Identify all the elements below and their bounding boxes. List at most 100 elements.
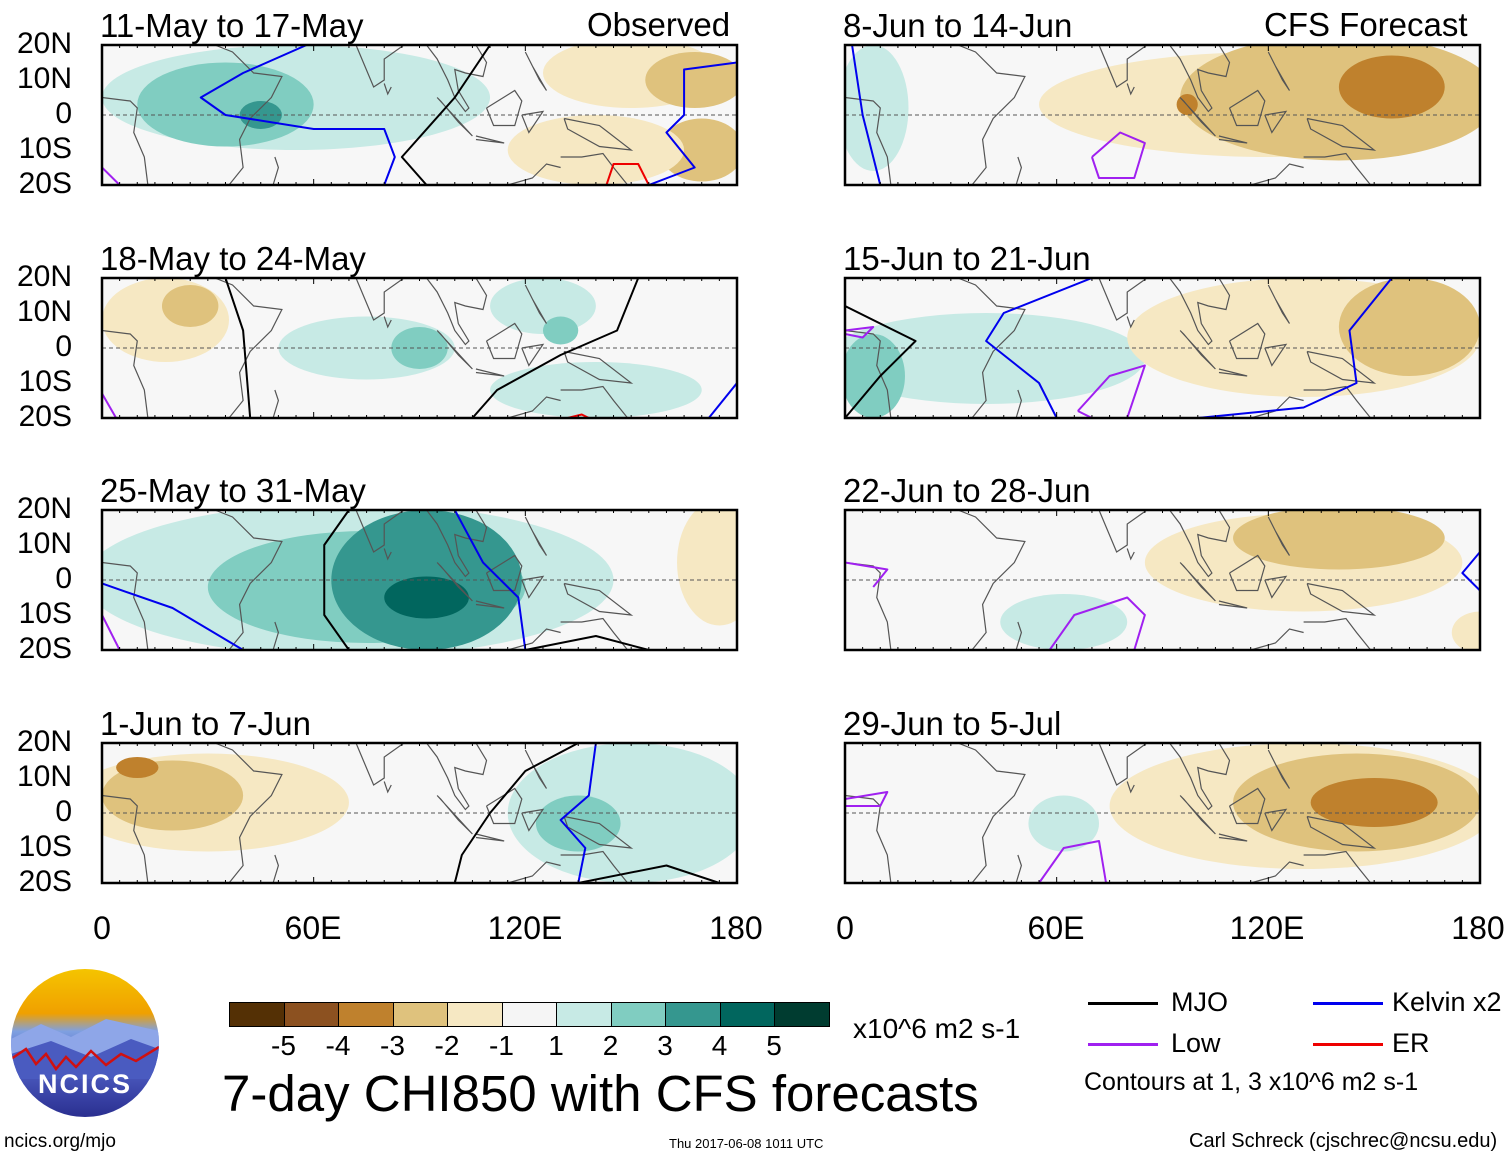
author-credit: Carl Schreck (cjschrec@ncsu.edu) xyxy=(1189,1130,1498,1152)
coastline xyxy=(1303,850,1372,883)
colorbar-units: x10^6 m2 s-1 xyxy=(853,1013,1021,1044)
coastline xyxy=(383,316,392,329)
mjo-contour xyxy=(224,278,252,418)
coastline xyxy=(957,45,1026,185)
colorbar-tick-label: 1 xyxy=(548,1030,564,1061)
coastline xyxy=(485,787,523,825)
coastline xyxy=(485,89,523,127)
coastline xyxy=(102,329,149,418)
anomaly-shading-negative xyxy=(1233,510,1445,570)
coastline xyxy=(102,561,149,650)
coastline xyxy=(1179,562,1216,602)
coastline xyxy=(1264,110,1288,134)
coastline xyxy=(257,621,280,650)
y-tick-label: 20S xyxy=(18,167,72,200)
anomaly-shading-negative xyxy=(1338,278,1480,376)
map-panel xyxy=(100,508,739,652)
x-tick-left: 180 xyxy=(709,910,763,946)
coastline xyxy=(436,97,473,137)
map-svg xyxy=(100,276,739,420)
coastline xyxy=(485,554,523,592)
colorbar-swatch xyxy=(611,1003,666,1026)
low-contour xyxy=(1048,596,1146,650)
map-svg xyxy=(843,508,1482,652)
ncics-logo: NCICS xyxy=(11,969,159,1117)
coastline xyxy=(1046,278,1149,321)
colorbar-tick-label: 5 xyxy=(766,1030,782,1061)
coastline xyxy=(1179,330,1216,370)
coastline xyxy=(1228,322,1266,360)
coastline xyxy=(303,45,406,88)
footer-url[interactable]: ncics.org/mjo xyxy=(4,1131,116,1152)
coastline xyxy=(1218,833,1248,842)
coastline xyxy=(1303,385,1372,418)
coastline xyxy=(1126,781,1135,794)
low-contour xyxy=(845,561,889,588)
legend-mjo-line xyxy=(1088,1002,1158,1005)
y-tick-label: 0 xyxy=(55,562,72,595)
map-svg xyxy=(843,276,1482,420)
coastline xyxy=(560,152,629,185)
coastline xyxy=(1169,45,1231,113)
coastline xyxy=(1267,749,1291,789)
coastline xyxy=(1250,861,1304,883)
coastline xyxy=(1306,117,1377,151)
anomaly-shading-negative xyxy=(659,118,737,182)
panel-title: 15-Jun to 21-Jun xyxy=(843,240,1091,277)
mjo-contour xyxy=(525,635,650,650)
kelvin-contour xyxy=(453,510,527,650)
coastline xyxy=(257,389,280,418)
anomaly-shading-positive xyxy=(845,45,909,171)
coastline xyxy=(524,516,548,556)
anomaly-shading-negative xyxy=(116,757,159,778)
coastline xyxy=(1218,600,1248,609)
anomaly-shading-positive xyxy=(1028,795,1099,852)
legend-low-label: Low xyxy=(1171,1028,1221,1058)
coastline xyxy=(1126,316,1135,329)
kelvin-contour xyxy=(648,61,737,185)
y-tick-label: 20S xyxy=(18,400,72,433)
coastline xyxy=(1046,45,1149,88)
x-tick-right: 60E xyxy=(1027,910,1085,946)
colorbar-swatch xyxy=(502,1003,557,1026)
coastline xyxy=(214,278,283,418)
coastline xyxy=(1250,628,1304,650)
y-tick-label: 20N xyxy=(16,492,72,525)
coastline xyxy=(1169,743,1231,811)
kelvin-contour xyxy=(707,382,737,418)
coastline xyxy=(1303,152,1372,185)
y-tick-label: 10N xyxy=(16,760,72,793)
coastline xyxy=(507,396,561,418)
x-tick-right: 180 xyxy=(1451,910,1505,946)
low-contour xyxy=(102,393,117,418)
colorbar-swatch xyxy=(557,1003,612,1026)
y-tick-label: 10S xyxy=(18,365,72,398)
coastline xyxy=(1264,575,1288,599)
coastline xyxy=(1046,510,1149,553)
anomaly-shading-positive xyxy=(490,362,702,418)
mjo-contour xyxy=(400,45,491,185)
anomaly-shading-positive xyxy=(384,576,469,619)
figure-title: 7-day CHI850 with CFS forecasts xyxy=(222,1065,979,1122)
colorbar-swatch xyxy=(393,1003,448,1026)
contours-note: Contours at 1, 3 x10^6 m2 s-1 xyxy=(1084,1068,1419,1096)
coastline xyxy=(957,510,1026,650)
coastline xyxy=(521,343,545,367)
coastline xyxy=(521,110,545,134)
coastline xyxy=(436,795,473,835)
timestamp: Thu 2017-06-08 1011 UTC xyxy=(669,1136,824,1151)
observed-header: Observed xyxy=(587,6,731,43)
colorbar-swatch xyxy=(720,1003,775,1026)
anomaly-shading-negative xyxy=(1338,55,1445,119)
coastline xyxy=(1303,617,1372,650)
map-svg xyxy=(843,741,1482,885)
anomaly-shading-positive xyxy=(490,278,596,334)
low-contour xyxy=(1090,131,1146,179)
colorbar-tick-label: 3 xyxy=(657,1030,673,1061)
kelvin-contour xyxy=(199,45,396,185)
panel-title: 25-May to 31-May xyxy=(100,472,366,509)
coastline xyxy=(1250,163,1304,185)
coastline xyxy=(845,329,892,418)
coastline xyxy=(1000,156,1023,185)
